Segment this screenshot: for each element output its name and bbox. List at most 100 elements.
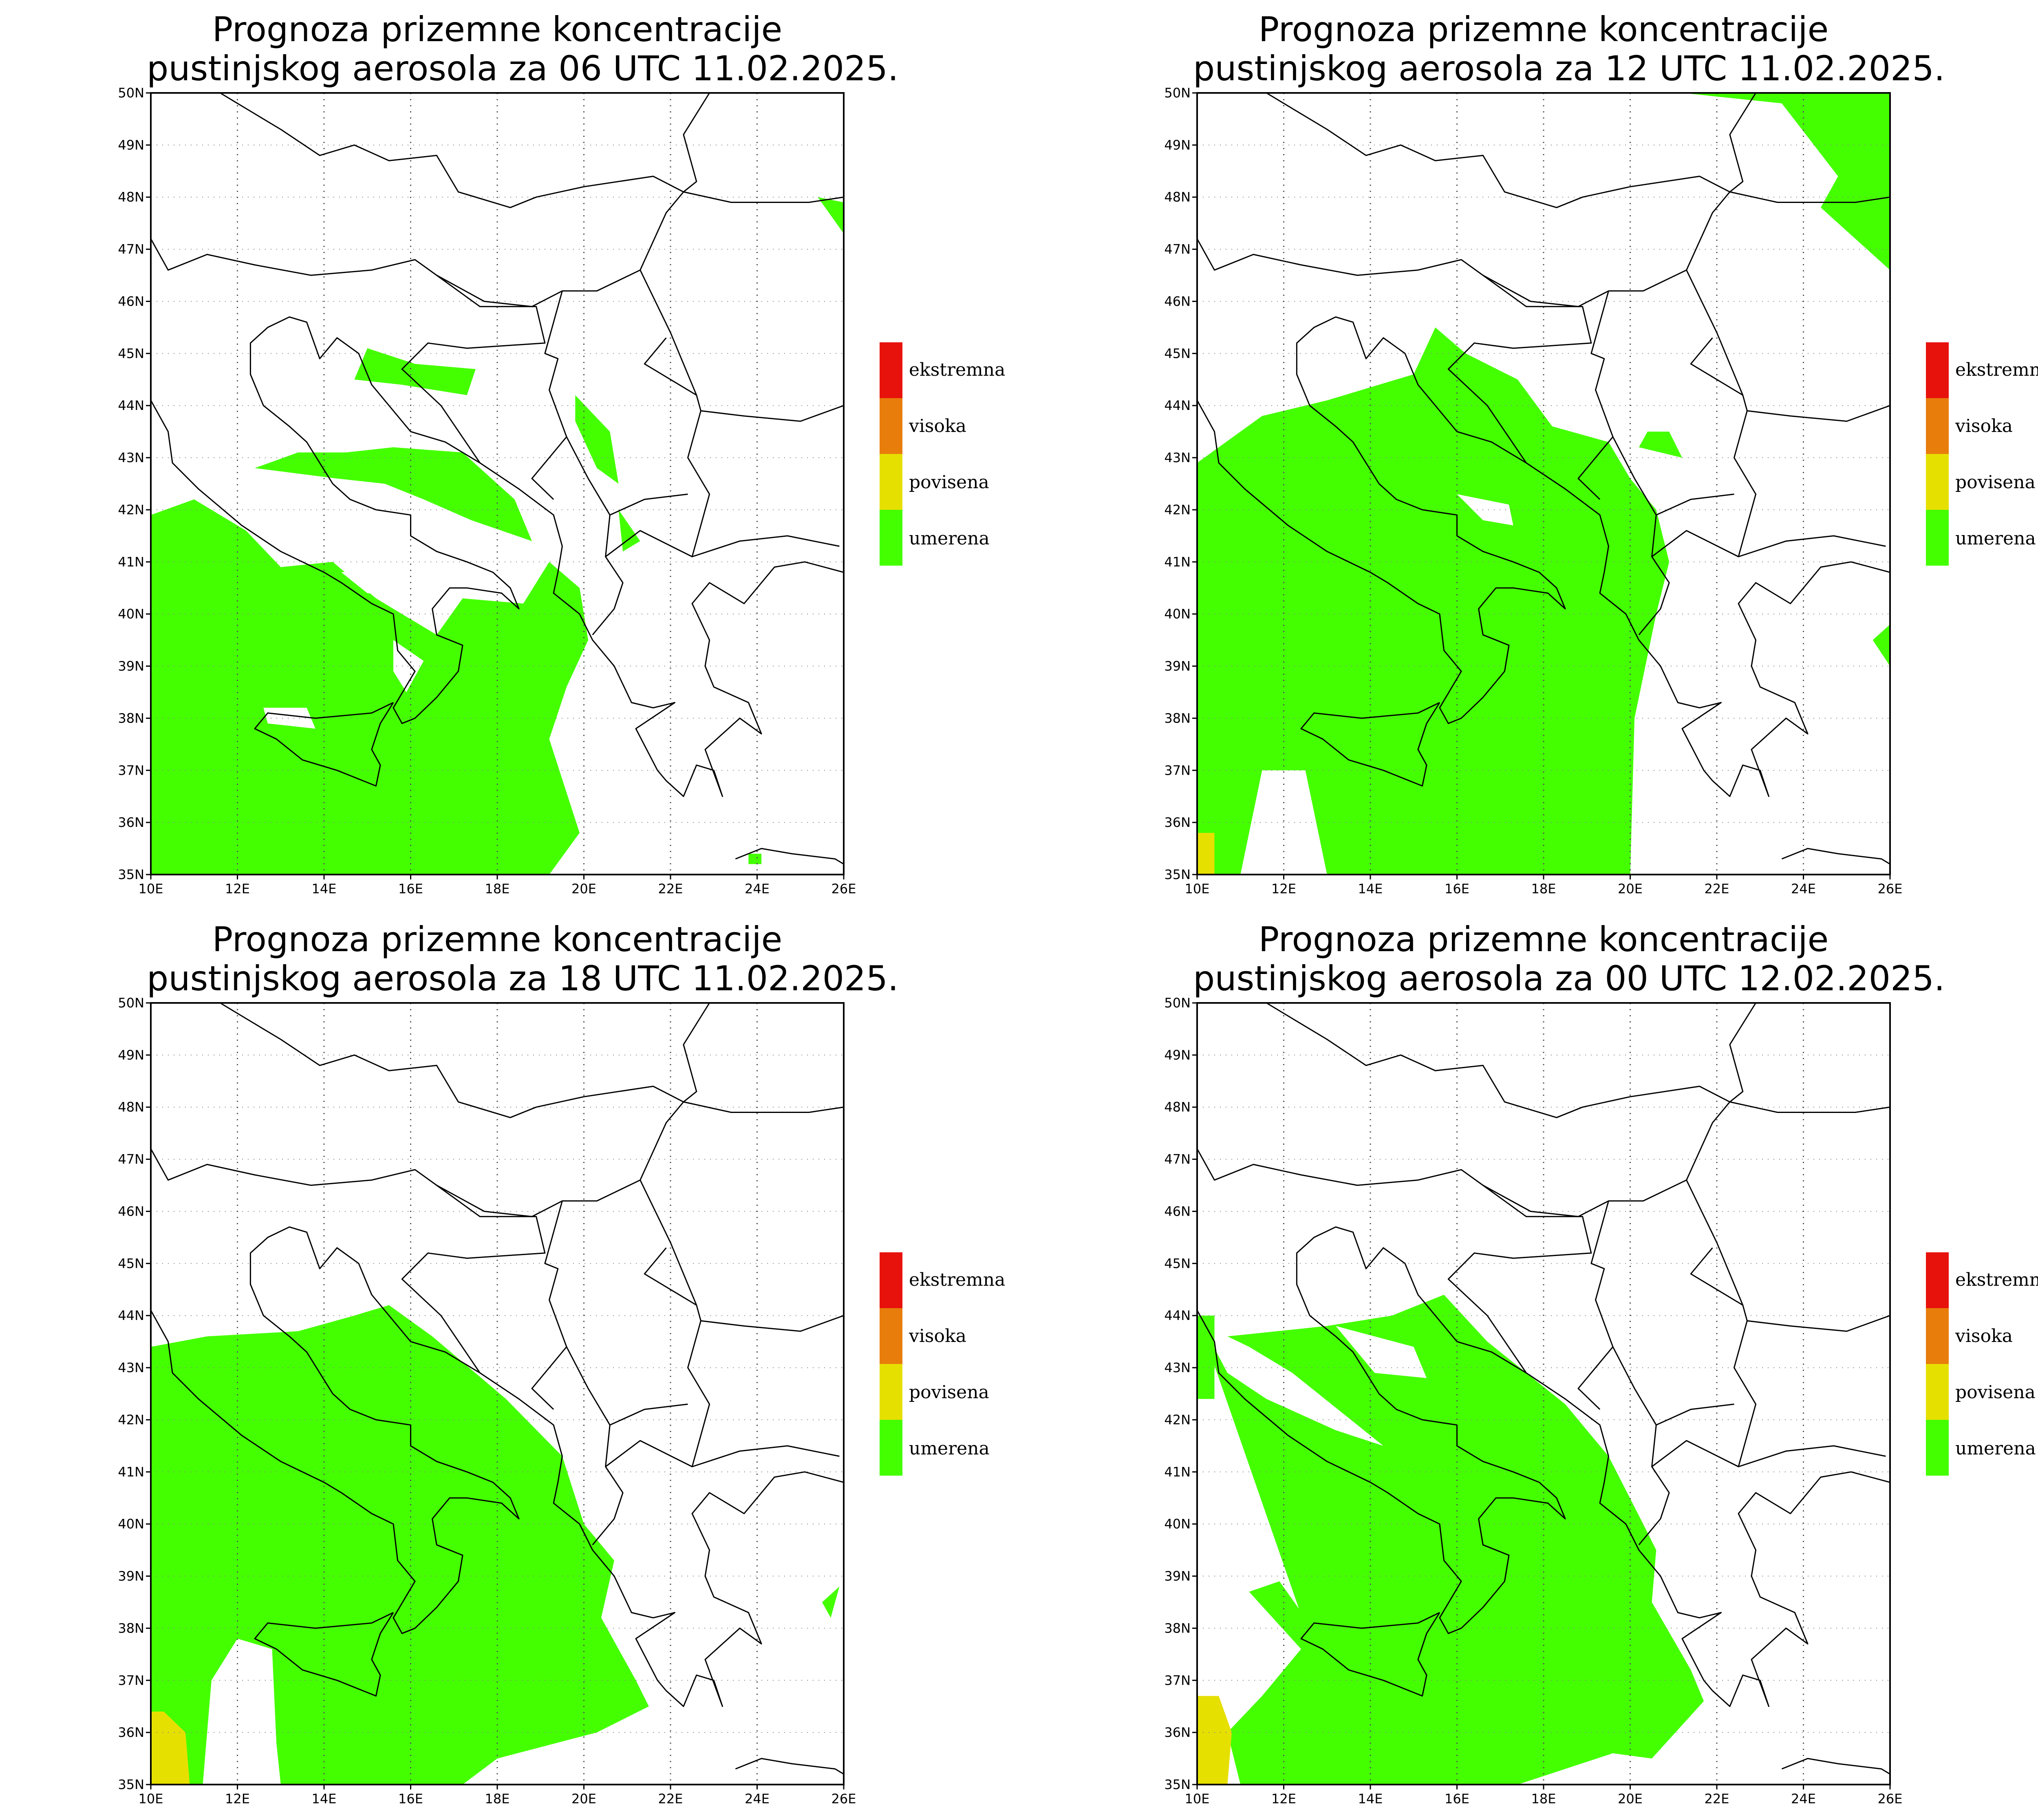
coastline xyxy=(1690,1247,1743,1306)
coastline xyxy=(605,530,840,557)
legend-swatch-visoka xyxy=(1926,398,1949,454)
lon-tick-label: 12E xyxy=(225,881,250,897)
coastline xyxy=(531,291,567,500)
lat-tick-label: 41N xyxy=(118,554,144,570)
lat-tick-label: 39N xyxy=(1164,659,1191,674)
lon-tick-label: 26E xyxy=(832,881,856,897)
legend-label-visoka: visoka xyxy=(1955,1326,2013,1346)
coastline xyxy=(609,1404,688,1426)
lon-tick-label: 24E xyxy=(1791,1791,1816,1807)
lon-tick-label: 20E xyxy=(1618,881,1643,897)
map-layer xyxy=(151,1003,844,1785)
coastline xyxy=(151,1226,844,1707)
lon-tick-label: 14E xyxy=(1358,881,1383,897)
legend-label-povisena: povisena xyxy=(909,1382,989,1403)
coastline xyxy=(640,270,844,422)
lat-tick-label: 35N xyxy=(118,1777,144,1792)
lat-tick-label: 39N xyxy=(118,1569,144,1584)
lon-tick-label: 22E xyxy=(1705,1791,1729,1807)
lon-tick-label: 16E xyxy=(1445,1791,1469,1807)
lon-tick-label: 18E xyxy=(1531,881,1556,897)
lon-tick-label: 18E xyxy=(1531,1791,1556,1807)
coastline xyxy=(1656,1404,1734,1426)
umerena-area xyxy=(151,499,589,875)
map-layer xyxy=(1197,93,1890,875)
coastline xyxy=(1197,316,1890,797)
lat-tick-label: 41N xyxy=(1164,554,1191,570)
lat-tick-label: 45N xyxy=(1164,346,1191,361)
lon-tick-label: 22E xyxy=(658,1791,683,1807)
lat-tick-label: 38N xyxy=(1164,1620,1191,1636)
lat-tick-label: 50N xyxy=(1164,85,1191,101)
title-line-1: Prognoza prizemne koncentracije xyxy=(1258,919,1829,959)
legend-swatch-umerena xyxy=(1926,1420,1949,1476)
title-line-1: Prognoza prizemne koncentracije xyxy=(1258,9,1829,49)
title-line-2: pustinjskog aerosola za 18 UTC 11.02.202… xyxy=(147,958,899,998)
coastline xyxy=(1781,848,1890,865)
lat-tick-label: 44N xyxy=(118,398,144,413)
clear-area xyxy=(263,707,315,729)
lat-tick-label: 43N xyxy=(1164,450,1191,465)
lat-tick-label: 48N xyxy=(1164,189,1191,205)
umerena-area xyxy=(1197,1315,1215,1399)
lon-tick-label: 10E xyxy=(139,881,163,897)
lon-tick-label: 26E xyxy=(832,1791,856,1807)
lat-tick-label: 38N xyxy=(118,1620,144,1636)
lat-tick-label: 46N xyxy=(1164,293,1191,309)
umerena-area xyxy=(575,395,619,484)
forecast-map: 50N 49N 48N 47N 46N 45N 44N 43N 42N 41N 40N 39N 38N 3… xyxy=(1164,995,1903,1807)
legend-label-povisena: povisena xyxy=(1955,472,2036,493)
lat-tick-label: 50N xyxy=(1164,995,1191,1011)
lat-tick-label: 44N xyxy=(1164,398,1191,413)
lat-tick-label: 35N xyxy=(118,867,144,882)
coastline xyxy=(151,316,844,797)
coastline xyxy=(151,1003,710,1217)
lat-tick-label: 45N xyxy=(118,346,144,361)
map-panel-4: Prognoza prizemne koncentracije pustinjs… xyxy=(1046,910,2038,1820)
umerena-area xyxy=(818,197,844,234)
coastline xyxy=(687,1320,710,1467)
umerena-area xyxy=(748,853,762,864)
coastline xyxy=(401,275,546,463)
coastline xyxy=(683,1101,844,1113)
lat-tick-label: 41N xyxy=(118,1464,144,1480)
lon-tick-label: 10E xyxy=(1185,1791,1210,1807)
lon-tick-label: 26E xyxy=(1878,881,1903,897)
umerena-area xyxy=(1197,327,1670,875)
lon-tick-label: 16E xyxy=(1445,881,1469,897)
coastline xyxy=(640,1180,844,1332)
legend-label-povisena: povisena xyxy=(909,472,989,493)
lon-tick-label: 12E xyxy=(225,1791,250,1807)
lat-tick-label: 40N xyxy=(1164,1516,1191,1532)
coastline xyxy=(1690,337,1743,396)
lon-tick-label: 18E xyxy=(485,1791,510,1807)
lat-tick-label: 49N xyxy=(1164,137,1191,153)
lat-tick-label: 44N xyxy=(1164,1308,1191,1323)
lat-tick-label: 49N xyxy=(1164,1047,1191,1063)
lon-tick-label: 14E xyxy=(1358,1791,1383,1807)
umerena-area xyxy=(151,1305,649,1785)
lon-tick-label: 26E xyxy=(1878,1791,1903,1807)
lat-tick-label: 43N xyxy=(118,1360,144,1375)
legend-swatch-ekstremna xyxy=(1926,1252,1949,1308)
lat-tick-label: 37N xyxy=(1164,1672,1191,1688)
coastline xyxy=(605,1440,840,1467)
coastline xyxy=(687,410,710,557)
umerena-area xyxy=(1197,1295,1704,1785)
clear-area xyxy=(341,567,432,599)
lon-tick-label: 16E xyxy=(398,1791,423,1807)
title-line-2: pustinjskog aerosola za 06 UTC 11.02.202… xyxy=(147,48,899,88)
legend-label-visoka: visoka xyxy=(1955,416,2013,436)
umerena-area xyxy=(255,447,532,541)
legend-label-umerena: umerena xyxy=(1955,528,2036,549)
lat-tick-label: 35N xyxy=(1164,867,1191,882)
legend-swatch-ekstremna xyxy=(1926,342,1949,398)
lat-tick-label: 50N xyxy=(118,995,144,1011)
coastline xyxy=(220,1003,684,1118)
lon-tick-label: 24E xyxy=(1791,881,1816,897)
map-layer xyxy=(151,93,844,875)
lat-tick-label: 40N xyxy=(1164,606,1191,622)
coastline xyxy=(1577,1201,1614,1410)
lat-tick-label: 42N xyxy=(1164,1412,1191,1428)
lon-tick-label: 20E xyxy=(1618,1791,1643,1807)
